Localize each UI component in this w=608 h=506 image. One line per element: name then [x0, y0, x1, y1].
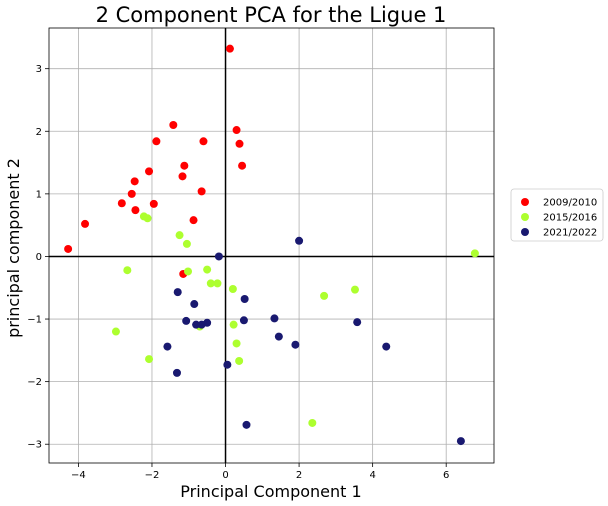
- point-series-3: [382, 342, 391, 351]
- point-series-1: [178, 172, 187, 181]
- legend-label: 2009/2010: [543, 198, 597, 209]
- point-series-1: [232, 126, 241, 135]
- point-series-1: [180, 161, 189, 170]
- point-series-3: [353, 318, 362, 327]
- point-series-1: [152, 137, 161, 146]
- plot-frame: [48, 27, 495, 464]
- x-tick-label: −2: [145, 470, 160, 481]
- point-series-1: [169, 121, 178, 130]
- point-series-1: [145, 167, 154, 176]
- point-series-3: [197, 320, 206, 329]
- point-series-2: [228, 285, 237, 293]
- point-series-2: [145, 355, 154, 364]
- point-series-3: [239, 316, 248, 325]
- x-tick-label: 0: [222, 470, 228, 481]
- y-tick-label: 1: [36, 189, 42, 200]
- zero-lines: [49, 28, 494, 463]
- y-tick-label: −1: [27, 315, 42, 326]
- point-series-2: [232, 339, 241, 348]
- point-series-3: [223, 360, 232, 369]
- point-series-2: [308, 418, 317, 427]
- x-tick-label: −4: [71, 470, 86, 481]
- point-series-3: [240, 295, 249, 304]
- point-series-1: [189, 216, 198, 225]
- point-series-3: [172, 368, 181, 377]
- point-series-3: [274, 332, 283, 341]
- grid: [49, 28, 494, 463]
- y-tick-label: 2: [36, 127, 42, 138]
- point-series-3: [163, 342, 172, 351]
- x-tick-label: 2: [296, 470, 302, 481]
- point-series-2: [206, 279, 215, 288]
- point-series-3: [270, 314, 279, 323]
- legend-items: 2009/2010 2015/2016 2021/2022: [521, 198, 597, 239]
- point-series-2: [175, 231, 184, 240]
- point-series-3: [291, 340, 300, 349]
- y-axis-label: principal component 2: [4, 158, 23, 338]
- point-series-2: [143, 214, 152, 223]
- point-series-2: [470, 249, 479, 258]
- legend-label: 2015/2016: [543, 213, 597, 224]
- chart-title: 2 Component PCA for the Ligue 1: [96, 3, 447, 27]
- point-series-1: [81, 219, 90, 228]
- point-series-1: [235, 139, 244, 148]
- point-series-2: [123, 266, 132, 275]
- legend-marker: [521, 228, 529, 236]
- point-series-3: [456, 437, 465, 446]
- point-series-3: [192, 320, 201, 329]
- point-series-3: [182, 316, 191, 325]
- point-series-2: [184, 267, 193, 276]
- legend-marker: [521, 213, 529, 221]
- point-series-1: [131, 206, 140, 215]
- tick-labels: −4 −2 0 2 4 6 −3 −2 −1 0 1 2 3: [27, 64, 449, 481]
- point-series-3: [214, 252, 223, 261]
- point-series-2: [182, 239, 191, 248]
- point-series-1: [117, 199, 126, 208]
- point-series-3: [173, 288, 182, 297]
- point-series-2: [111, 327, 120, 336]
- point-series-1: [130, 177, 139, 186]
- y-tick-label: 0: [36, 252, 42, 263]
- point-series-1: [197, 187, 206, 196]
- point-series-2: [229, 320, 238, 329]
- point-series-2: [235, 356, 244, 365]
- point-series-1: [149, 199, 158, 208]
- point-series-2: [213, 279, 222, 288]
- point-series-3: [242, 420, 251, 429]
- data-points: [64, 44, 479, 446]
- point-series-3: [190, 300, 199, 309]
- legend-marker: [521, 198, 529, 206]
- y-tick-label: 3: [36, 64, 42, 75]
- legend-label: 2021/2022: [543, 228, 597, 239]
- point-series-3: [295, 236, 304, 245]
- y-tick-label: −3: [27, 440, 42, 451]
- point-series-2: [203, 265, 212, 274]
- point-series-2: [350, 285, 359, 294]
- point-series-1: [127, 189, 136, 198]
- x-axis-label: Principal Component 1: [180, 482, 361, 501]
- point-series-1: [238, 161, 247, 170]
- point-series-1: [199, 137, 208, 146]
- y-tick-label: −2: [27, 377, 42, 388]
- x-tick-label: 4: [369, 470, 375, 481]
- legend: 2009/2010 2015/2016 2021/2022: [510, 188, 604, 242]
- point-series-1: [225, 44, 234, 53]
- point-series-2: [320, 291, 329, 300]
- legend-box: [510, 188, 604, 242]
- point-series-1: [64, 244, 73, 253]
- x-tick-label: 6: [443, 470, 449, 481]
